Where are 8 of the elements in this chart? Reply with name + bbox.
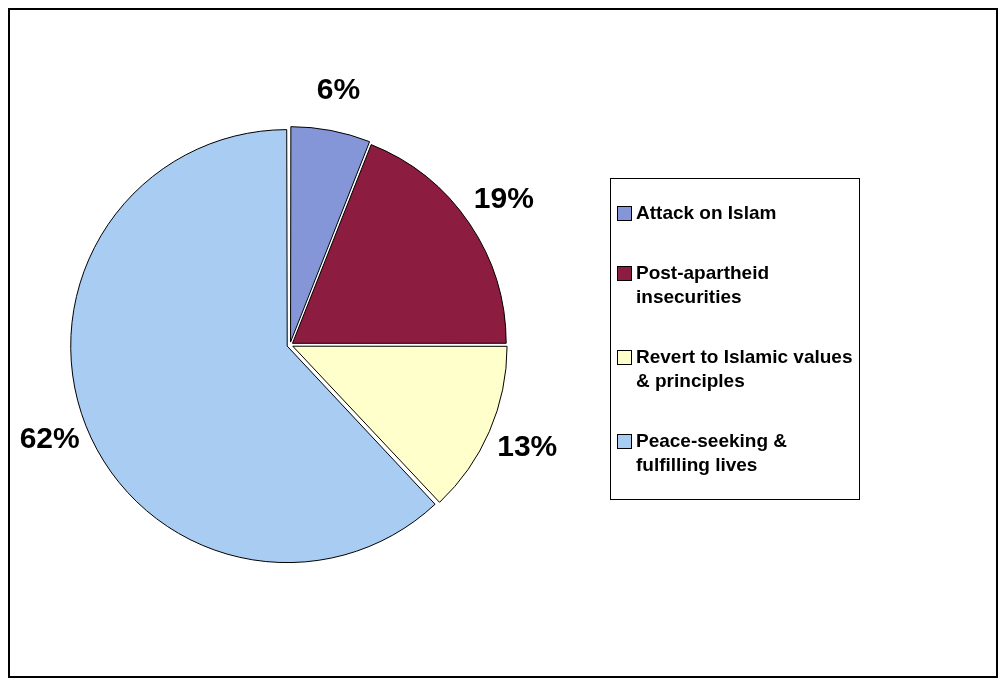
legend-label: Attack on Islam bbox=[636, 201, 777, 225]
legend-label: Post-apartheid insecurities bbox=[636, 261, 771, 309]
data-label: 6% bbox=[316, 72, 361, 106]
data-label: 13% bbox=[497, 428, 558, 462]
data-label: 62% bbox=[19, 421, 80, 455]
legend-label: Revert to Islamic values & principles bbox=[636, 345, 853, 393]
legend-label: Peace-seeking & fulfilling lives bbox=[636, 429, 789, 477]
data-label: 19% bbox=[473, 180, 534, 214]
